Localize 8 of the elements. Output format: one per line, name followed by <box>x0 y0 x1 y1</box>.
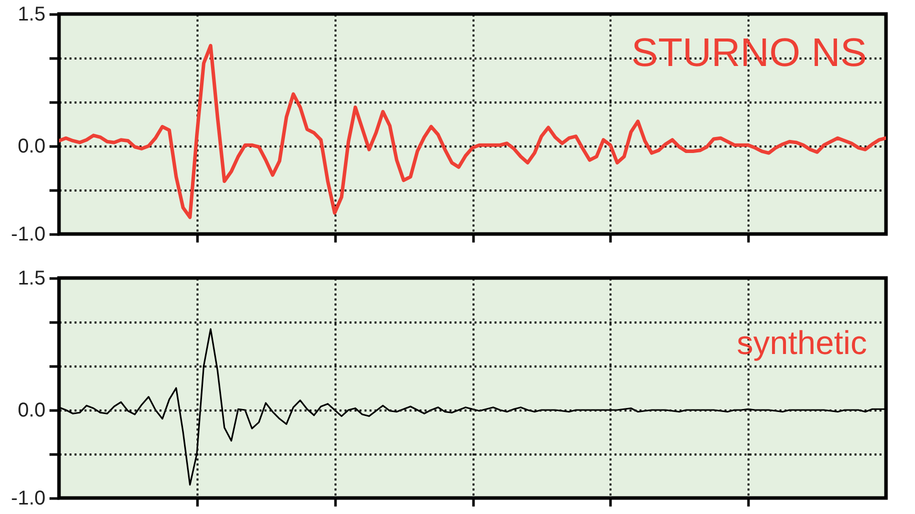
y-tick-label: 0.0 <box>18 136 46 158</box>
y-tick-label: -1.0 <box>11 488 46 510</box>
y-tick-label: -1.0 <box>11 224 46 246</box>
y-tick-label: 1.5 <box>18 268 46 290</box>
annotation: synthetic <box>736 324 867 361</box>
y-tick-label: 1.5 <box>18 4 46 26</box>
annotation: STURNO NS <box>631 31 867 75</box>
y-tick-label: 0.0 <box>18 400 46 422</box>
